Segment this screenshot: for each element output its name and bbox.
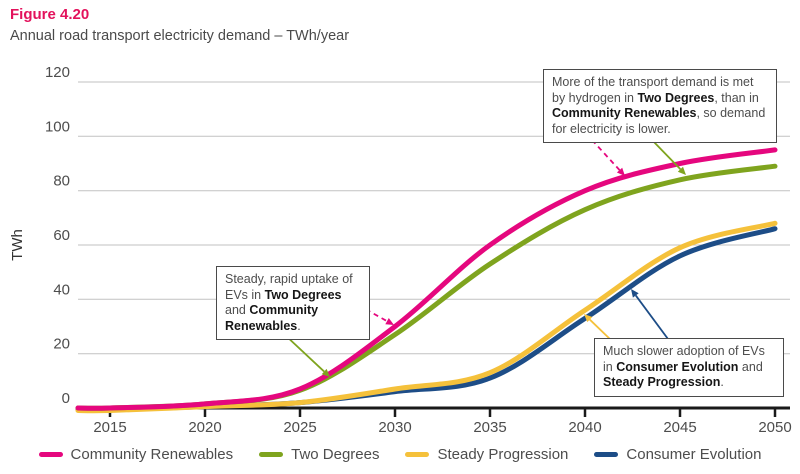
svg-text:60: 60 bbox=[53, 227, 70, 244]
annotation-hydrogen-text: More of the transport demand is met by h… bbox=[552, 75, 766, 136]
svg-text:20: 20 bbox=[53, 336, 70, 353]
annotation-rapid-uptake: Steady, rapid uptake of EVs in Two Degre… bbox=[216, 266, 370, 340]
legend-label: Two Degrees bbox=[291, 446, 380, 463]
annotation-hydrogen: More of the transport demand is met by h… bbox=[543, 69, 777, 143]
svg-text:2015: 2015 bbox=[93, 419, 126, 436]
chart-legend: Community Renewables Two Degrees Steady … bbox=[0, 446, 800, 463]
legend-label: Steady Progression bbox=[437, 446, 569, 463]
legend-item-community-renewables: Community Renewables bbox=[38, 446, 234, 463]
two-degrees-swatch-icon bbox=[259, 452, 284, 457]
legend-item-steady-progression: Steady Progression bbox=[405, 446, 568, 463]
svg-text:2020: 2020 bbox=[188, 419, 221, 436]
consumer-evolution-swatch-icon bbox=[594, 452, 619, 457]
svg-text:2040: 2040 bbox=[568, 419, 601, 436]
figure-title: Annual road transport electricity demand… bbox=[10, 28, 350, 44]
legend-label: Community Renewables bbox=[70, 446, 234, 463]
svg-text:TWh: TWh bbox=[9, 229, 26, 261]
svg-text:80: 80 bbox=[53, 173, 70, 190]
community-renewables-swatch-icon bbox=[38, 452, 63, 457]
annotation-slow-adoption-text: Much slower adoption of EVs in Consumer … bbox=[603, 344, 765, 389]
figure-number: Figure 4.20 bbox=[10, 6, 90, 23]
steady-progression-swatch-icon bbox=[405, 452, 430, 457]
legend-item-two-degrees: Two Degrees bbox=[259, 446, 379, 463]
svg-text:2035: 2035 bbox=[473, 419, 506, 436]
svg-text:2050: 2050 bbox=[758, 419, 791, 436]
legend-item-consumer-evolution: Consumer Evolution bbox=[594, 446, 761, 463]
svg-text:2025: 2025 bbox=[283, 419, 316, 436]
svg-text:120: 120 bbox=[45, 64, 70, 81]
annotation-slow-adoption: Much slower adoption of EVs in Consumer … bbox=[594, 338, 784, 397]
svg-text:100: 100 bbox=[45, 118, 70, 135]
svg-text:40: 40 bbox=[53, 281, 70, 298]
legend-label: Consumer Evolution bbox=[626, 446, 762, 463]
svg-text:0: 0 bbox=[62, 390, 70, 407]
svg-text:2045: 2045 bbox=[663, 419, 696, 436]
svg-text:2030: 2030 bbox=[378, 419, 411, 436]
annotation-rapid-uptake-text: Steady, rapid uptake of EVs in Two Degre… bbox=[225, 272, 353, 333]
